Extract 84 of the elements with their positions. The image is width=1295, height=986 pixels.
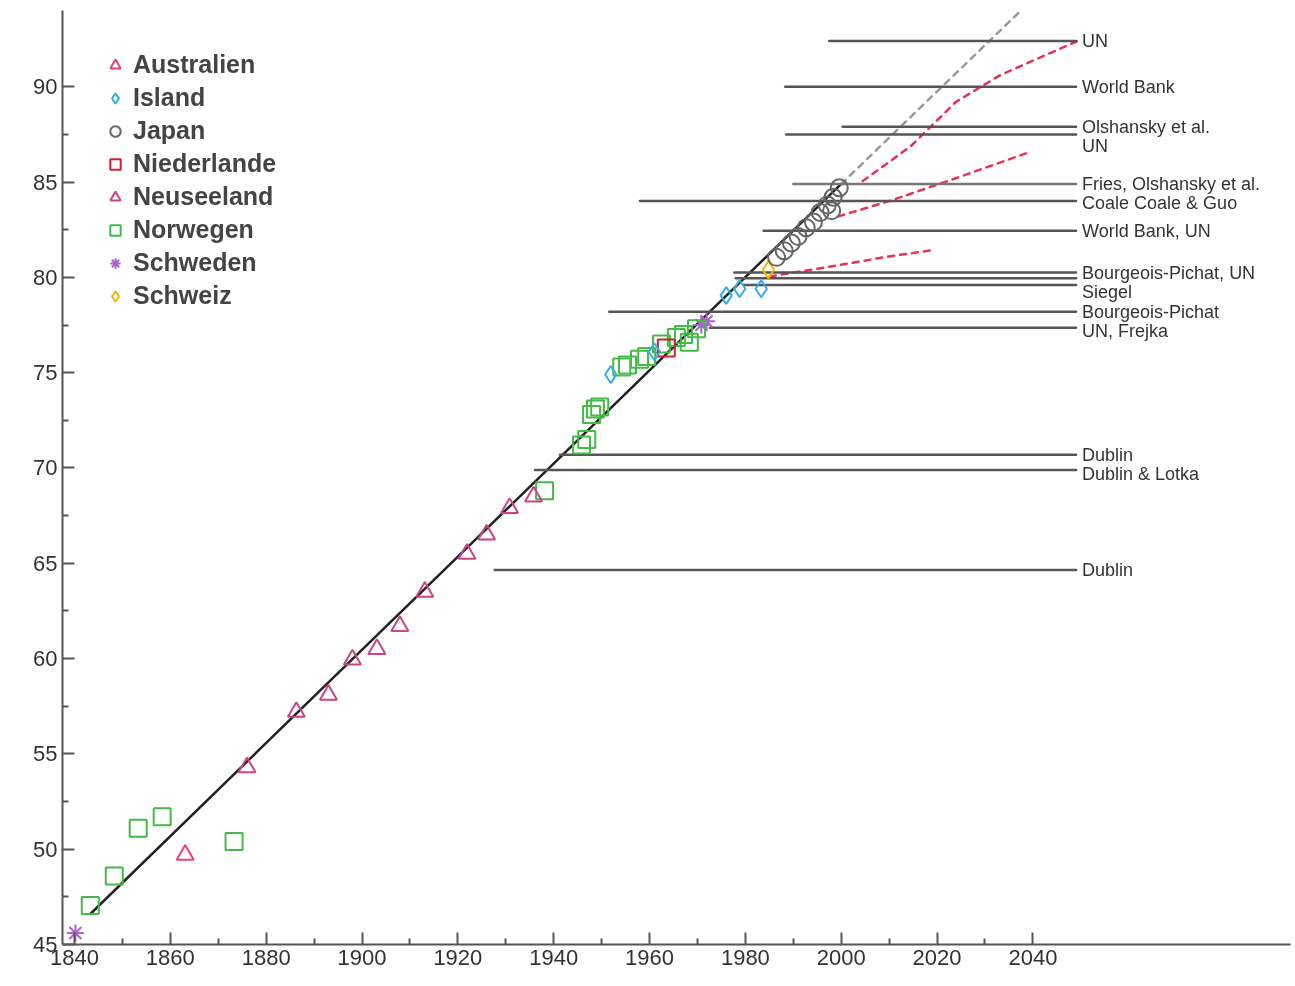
point <box>788 226 808 246</box>
legend-label: Japan <box>133 116 206 145</box>
y-tick-label: 75 <box>33 360 58 386</box>
point <box>629 349 649 369</box>
point <box>732 279 747 299</box>
x-tick-label: 1940 <box>529 944 579 970</box>
point <box>367 638 387 655</box>
point <box>666 327 686 347</box>
series-label: UN <box>1082 31 1109 51</box>
point <box>577 429 597 449</box>
legend-label: Australien <box>133 50 256 79</box>
point <box>175 844 195 861</box>
point <box>719 285 733 305</box>
point <box>810 203 830 223</box>
y-tick-label: 80 <box>33 264 58 290</box>
y-tick-label: 50 <box>33 836 58 862</box>
point <box>761 260 776 280</box>
series-label: UN <box>1082 135 1109 156</box>
series-label: Olshansky et al. <box>1082 116 1211 137</box>
x-tick-label: 1880 <box>241 944 291 970</box>
point <box>604 365 618 385</box>
point <box>767 247 787 267</box>
y-tick-label: 60 <box>33 646 58 672</box>
point <box>817 195 837 215</box>
point <box>618 355 637 375</box>
point <box>318 683 338 701</box>
point <box>774 241 794 261</box>
legend-label: Niederlande <box>133 149 277 178</box>
point <box>237 756 257 774</box>
point <box>829 178 849 198</box>
legend-label: Schweden <box>133 248 257 277</box>
point <box>781 233 801 253</box>
y-tick-label: 90 <box>33 74 58 100</box>
series-label: Bourgeois-Pichat <box>1082 301 1220 322</box>
point <box>224 832 244 852</box>
point <box>822 201 842 221</box>
point <box>612 357 632 377</box>
point <box>535 481 555 501</box>
point <box>582 405 602 425</box>
point <box>80 895 100 915</box>
series-label: Fries, Olshansky et al. <box>1082 173 1261 194</box>
y-tick-label: 65 <box>33 550 58 576</box>
line-series <box>861 39 1079 183</box>
point <box>585 399 605 419</box>
legend-label: Island <box>133 83 206 112</box>
point <box>803 212 823 232</box>
point <box>754 279 768 299</box>
series-label: World Bank, UN <box>1082 220 1211 241</box>
point <box>796 218 816 238</box>
x-tick-label: 1860 <box>145 944 195 970</box>
series-label: Bourgeois-Pichat, UN <box>1082 262 1256 283</box>
point <box>128 818 148 838</box>
series-label: Dublin & Lotka <box>1082 463 1201 484</box>
x-tick-label: 1920 <box>433 944 483 970</box>
point <box>104 866 124 886</box>
x-tick-label: 2000 <box>816 944 866 970</box>
y-tick-label: 85 <box>33 169 58 195</box>
series-label: Dublin <box>1082 559 1134 580</box>
x-tick-label: 1900 <box>337 944 387 970</box>
point <box>415 581 435 598</box>
point <box>637 346 657 366</box>
point <box>390 615 410 633</box>
legend-label: Schweiz <box>133 281 232 310</box>
point <box>65 923 85 943</box>
point <box>679 332 699 352</box>
x-tick-label: 1980 <box>720 944 770 970</box>
y-tick-label: 70 <box>33 455 58 481</box>
x-tick-label: 2020 <box>912 944 962 970</box>
legend-label: Norwegen <box>133 215 254 244</box>
x-tick-label: 2040 <box>1008 944 1058 970</box>
point <box>674 325 694 345</box>
x-tick-label: 1960 <box>625 944 675 970</box>
point <box>152 807 172 827</box>
series-label: Dublin <box>1082 444 1134 465</box>
point <box>286 701 306 718</box>
point <box>342 648 362 666</box>
point <box>590 397 610 417</box>
series-label: World Bank <box>1082 76 1176 97</box>
point <box>571 435 591 455</box>
point <box>500 497 520 514</box>
point <box>647 342 661 362</box>
y-tick-label: 55 <box>33 741 58 767</box>
legend-label: Neuseeland <box>133 182 274 211</box>
point <box>823 187 843 207</box>
